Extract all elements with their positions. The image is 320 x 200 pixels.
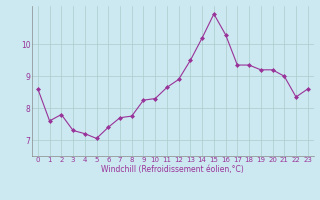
X-axis label: Windchill (Refroidissement éolien,°C): Windchill (Refroidissement éolien,°C) bbox=[101, 165, 244, 174]
